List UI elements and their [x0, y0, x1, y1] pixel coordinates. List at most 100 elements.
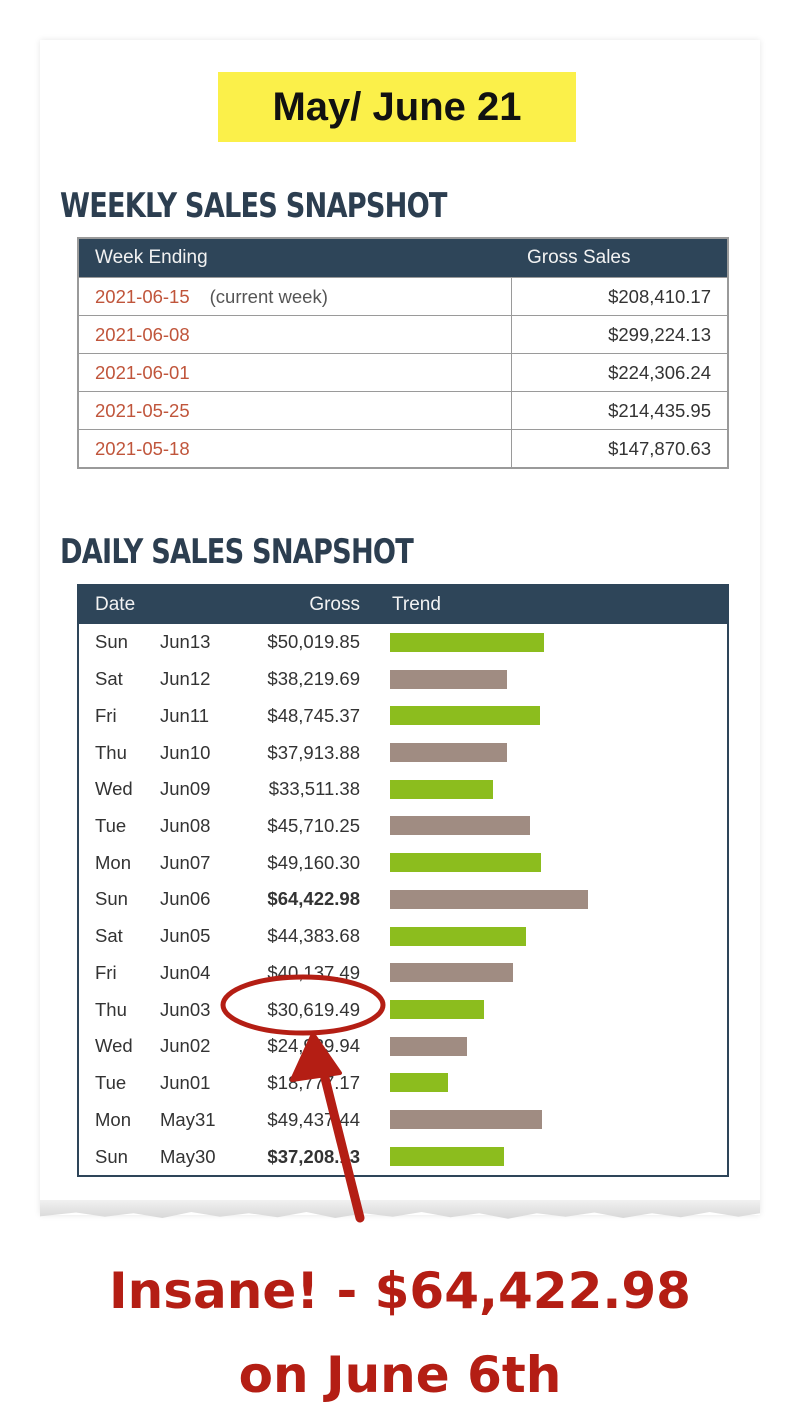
- date-cell: Jun09: [160, 778, 211, 800]
- annotation-caption-line1: Insane! - $64,422.98: [109, 1262, 691, 1320]
- trend-bar: [390, 706, 541, 726]
- gross-value: $37,208.13: [267, 1145, 361, 1167]
- trend-bar: [390, 669, 508, 689]
- daily-row: Sun May30 $37,208.13: [78, 1138, 728, 1176]
- gross-value: $45,710.25: [267, 814, 361, 836]
- gross-value: $50,019.85: [267, 631, 361, 653]
- week-ending-date[interactable]: 2021-06-08: [95, 323, 190, 345]
- day-of-week: Sun: [95, 631, 128, 653]
- trend-cell: [376, 881, 728, 918]
- day-of-week: Sun: [95, 888, 128, 910]
- trend-cell: [376, 1028, 728, 1065]
- week-ending-cell: 2021-05-25: [77, 391, 512, 430]
- day-of-week: Sun: [95, 1145, 128, 1167]
- weekly-header-row: Week Ending Gross Sales: [78, 238, 728, 278]
- gross-value: $40,137.49: [267, 961, 361, 983]
- day-of-week: Wed: [95, 778, 133, 800]
- date-cell: May30: [160, 1145, 216, 1167]
- header-week-ending: Week Ending: [95, 247, 208, 268]
- trend-cell: [376, 734, 728, 771]
- gross-value: $49,437.44: [267, 1108, 361, 1130]
- day-of-week: Tue: [95, 814, 127, 836]
- gross-value: $64,422.98: [267, 888, 361, 910]
- trend-bar: [390, 853, 542, 873]
- day-of-week: Mon: [95, 1108, 131, 1130]
- gross-sales-value: $147,870.63: [510, 429, 729, 469]
- weekly-row: 2021-05-25 $214,435.95: [77, 391, 729, 430]
- trend-bar: [390, 926, 527, 946]
- week-ending-date[interactable]: 2021-06-01: [95, 361, 190, 383]
- gross-value: $48,745.37: [267, 704, 361, 726]
- header-trend: Trend: [392, 594, 441, 615]
- week-ending-cell: 2021-05-18: [77, 429, 512, 469]
- day-of-week: Mon: [95, 851, 131, 873]
- day-of-week: Fri: [95, 704, 117, 726]
- date-cell: Jun06: [160, 888, 211, 910]
- trend-cell: [376, 1138, 728, 1176]
- date-cell: Jun08: [160, 814, 211, 836]
- annotation-caption-line2: on June 6th: [238, 1346, 562, 1404]
- banner-title: May/ June 21: [218, 72, 576, 142]
- trend-bar: [390, 816, 531, 836]
- week-ending-date[interactable]: 2021-05-18: [95, 437, 190, 459]
- date-cell: Jun04: [160, 961, 211, 983]
- week-ending-cell: 2021-06-08: [77, 315, 512, 354]
- trend-cell: [376, 918, 728, 955]
- header-gross-sales: Gross Sales: [527, 247, 631, 268]
- day-of-week: Wed: [95, 1035, 133, 1057]
- trend-bar: [390, 963, 514, 983]
- gross-value: $24,939.94: [267, 1035, 361, 1057]
- trend-cell: [376, 808, 728, 845]
- date-cell: Jun01: [160, 1071, 211, 1093]
- daily-row: Tue Jun08 $45,710.25: [78, 808, 728, 845]
- day-of-week: Sat: [95, 925, 123, 947]
- daily-row: Wed Jun02 $24,939.94: [78, 1028, 728, 1065]
- gross-value: $30,619.49: [267, 998, 361, 1020]
- day-of-week: Fri: [95, 961, 117, 983]
- daily-row: Thu Jun10 $37,913.88: [78, 734, 728, 771]
- daily-header-row: Date Gross Trend: [78, 585, 729, 624]
- trend-cell: [376, 1065, 728, 1102]
- week-ending-cell: 2021-06-01: [77, 353, 512, 392]
- gross-value: $38,219.69: [267, 668, 361, 690]
- gross-sales-value: $299,224.13: [510, 315, 729, 354]
- daily-row: Fri Jun04 $40,137.49: [78, 954, 728, 991]
- week-ending-date[interactable]: 2021-05-25: [95, 399, 190, 421]
- gross-sales-value: $208,410.17: [510, 277, 729, 316]
- trend-bar: [390, 889, 589, 909]
- date-cell: Jun11: [160, 704, 210, 726]
- torn-paper-edge: [40, 1200, 760, 1219]
- trend-cell: [376, 991, 728, 1028]
- gross-sales-value: $224,306.24: [510, 353, 729, 392]
- day-of-week: Sat: [95, 668, 123, 690]
- gross-value: $49,160.30: [267, 851, 361, 873]
- date-cell: Jun02: [160, 1035, 211, 1057]
- date-cell: Jun12: [160, 668, 211, 690]
- week-ending-cell: 2021-06-15 (current week): [77, 277, 512, 316]
- day-of-week: Thu: [95, 741, 127, 763]
- date-cell: Jun10: [160, 741, 211, 763]
- daily-row: Mon May31 $49,437.44: [78, 1101, 728, 1138]
- daily-row: Sun Jun06 $64,422.98: [78, 881, 728, 918]
- weekly-section-title: WEEKLY SALES SNAPSHOT: [60, 186, 447, 226]
- trend-cell: [376, 1101, 728, 1138]
- gross-value: $44,383.68: [267, 925, 361, 947]
- trend-cell: [376, 771, 728, 808]
- date-cell: Jun03: [160, 998, 211, 1020]
- report-card: [40, 40, 760, 1215]
- date-cell: Jun07: [160, 851, 211, 873]
- weekly-row: 2021-06-15 (current week) $208,410.17: [77, 277, 729, 316]
- trend-bar: [390, 1110, 543, 1130]
- daily-row: Tue Jun01 $18,777.17: [78, 1065, 728, 1102]
- daily-row: Sat Jun12 $38,219.69: [78, 661, 728, 698]
- weekly-row: 2021-06-01 $224,306.24: [77, 353, 729, 392]
- day-of-week: Thu: [95, 998, 127, 1020]
- date-cell: Jun05: [160, 925, 211, 947]
- week-ending-date[interactable]: 2021-06-15: [95, 285, 190, 307]
- trend-cell: [376, 954, 728, 991]
- trend-cell: [376, 624, 728, 661]
- trend-bar: [390, 779, 494, 799]
- daily-row: Wed Jun09 $33,511.38: [78, 771, 728, 808]
- gross-value: $33,511.38: [268, 778, 361, 800]
- trend-bar: [390, 1000, 485, 1020]
